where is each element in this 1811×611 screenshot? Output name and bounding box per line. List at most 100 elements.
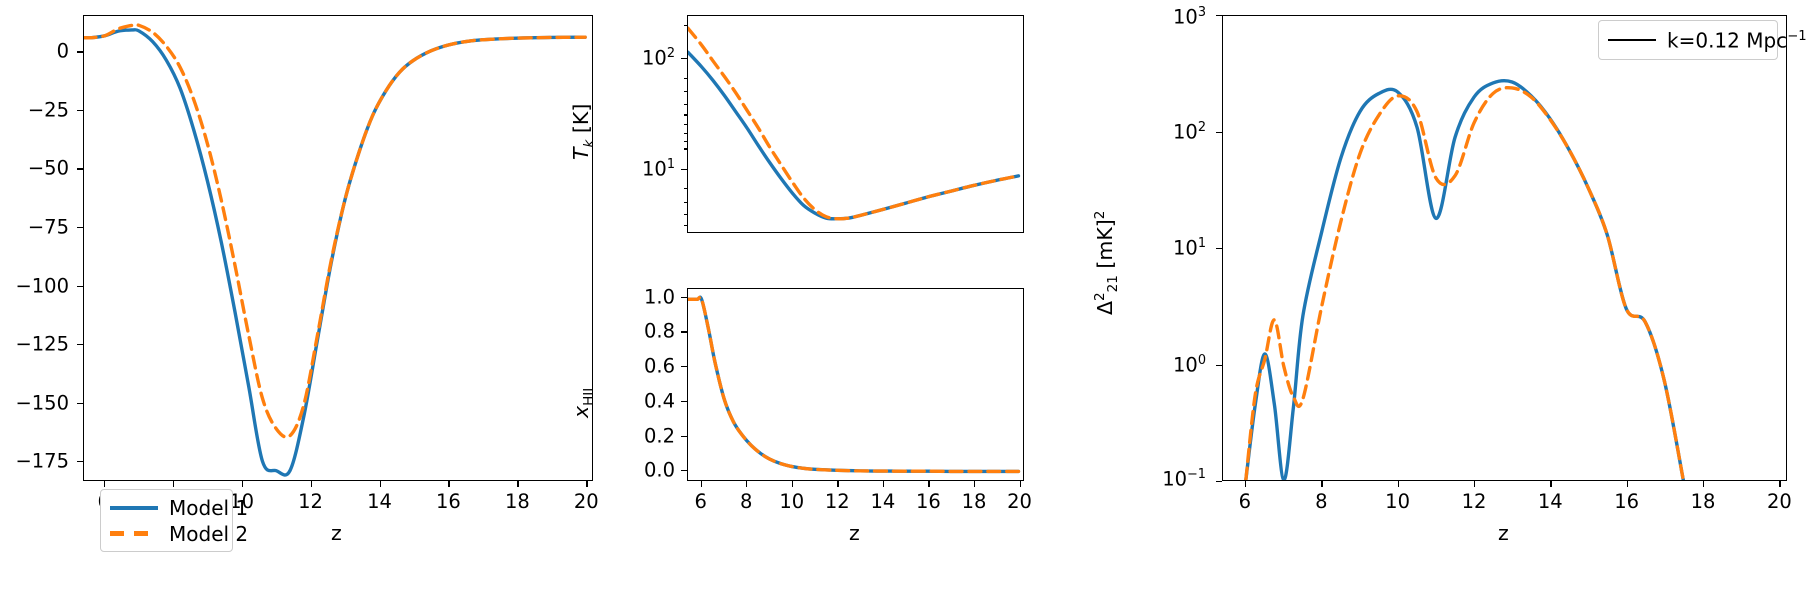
left-xtick-mark bbox=[172, 481, 174, 487]
model-1-line-icon bbox=[110, 505, 158, 510]
left-ytick-label: −175 bbox=[15, 449, 69, 473]
mid-top-ytick-minor bbox=[683, 214, 687, 216]
series-line-model-2 bbox=[84, 22, 587, 439]
legend-item-model-2[interactable]: Model 2 bbox=[110, 522, 248, 545]
left-xtick-label: 20 bbox=[573, 490, 599, 513]
series-line-model-2 bbox=[688, 26, 1021, 221]
right-ytick-mark bbox=[1216, 481, 1222, 483]
mid-top-ytick-exp: 1 bbox=[666, 156, 675, 172]
legend-label-k-value: k=0.12 Mpc−1 bbox=[1667, 30, 1807, 51]
right-ytick-exp: −1 bbox=[1187, 467, 1206, 482]
right-xtick-label: 16 bbox=[1614, 490, 1640, 513]
mid-top-ytick-base: 10 bbox=[641, 157, 667, 181]
left-ytick-mark bbox=[77, 402, 83, 404]
mid-top-panel-ylabel: Tk [K] bbox=[569, 104, 597, 160]
mid-bottom-panel-axes bbox=[687, 288, 1024, 481]
right-ytick-label: 10−1 bbox=[1150, 467, 1206, 489]
mid-bottom-ytick-label: 0.8 bbox=[643, 319, 675, 343]
left-ytick-label: −25 bbox=[27, 98, 69, 122]
legend-item-k-value[interactable]: k=0.12 Mpc−1 bbox=[1608, 27, 1807, 53]
legend-item-model-1[interactable]: Model 1 bbox=[110, 496, 248, 519]
right-xtick-mark bbox=[1550, 481, 1552, 487]
left-xtick-label: 10 bbox=[229, 490, 255, 513]
right-xtick-label: 6 bbox=[1238, 490, 1252, 513]
left-panel-legend[interactable]: Model 1 Model 2 bbox=[100, 489, 248, 552]
left-ytick-label: 0 bbox=[56, 39, 69, 63]
mid-top-ytick-minor bbox=[683, 24, 687, 27]
left-panel-xlabel: z bbox=[331, 521, 342, 545]
mid-top-ytick-minor bbox=[683, 132, 687, 135]
right-ytick-base: 10 bbox=[1172, 353, 1198, 376]
mid-bottom-ytick-mark bbox=[681, 331, 687, 333]
left-ytick-mark bbox=[77, 226, 83, 229]
mid-top-ytick-minor bbox=[683, 140, 687, 143]
mid-bottom-panel-ylabel: xHII bbox=[569, 388, 597, 418]
left-xtick-mark bbox=[448, 481, 450, 487]
mid-top-ytick-minor bbox=[683, 103, 687, 105]
series-line-model-2 bbox=[688, 295, 1021, 474]
k-value-line-icon bbox=[1608, 38, 1656, 42]
mid-top-ytick-base: 10 bbox=[641, 46, 667, 70]
series-line-model-2 bbox=[1244, 85, 1685, 480]
mid-bottom-xtick-label: 16 bbox=[915, 490, 941, 513]
right-ytick-label: 101 bbox=[1150, 236, 1206, 258]
left-ytick-label: −50 bbox=[27, 156, 69, 180]
left-xtick-mark bbox=[310, 481, 312, 487]
right-xtick-mark bbox=[1626, 481, 1628, 487]
mid-bottom-xtick-mark bbox=[746, 481, 748, 487]
right-ytick-label: 102 bbox=[1150, 119, 1206, 143]
right-ytick-base: 10 bbox=[1172, 5, 1198, 29]
left-ytick-mark bbox=[77, 168, 83, 170]
right-panel-legend[interactable]: k=0.12 Mpc−1 bbox=[1598, 20, 1807, 60]
mid-bottom-xtick-label: 14 bbox=[870, 490, 896, 513]
left-xtick-mark bbox=[517, 481, 519, 487]
mid-bottom-xtick-mark bbox=[791, 481, 794, 487]
mid-bottom-ytick-mark bbox=[681, 366, 687, 368]
right-xtick-label: 12 bbox=[1461, 490, 1487, 513]
right-xtick-mark bbox=[1244, 481, 1247, 487]
left-xtick-mark bbox=[586, 481, 588, 487]
mid-bottom-xtick-mark bbox=[1019, 481, 1021, 487]
mid-top-ytick-minor bbox=[683, 148, 687, 150]
left-ytick-mark bbox=[77, 461, 83, 463]
legend-k-text: k=0.12 Mpc bbox=[1667, 28, 1788, 53]
left-panel-axes bbox=[83, 15, 593, 481]
right-ytick-mark bbox=[1216, 131, 1222, 133]
series-line-model-1 bbox=[84, 28, 587, 477]
right-ytick-mark bbox=[1216, 15, 1222, 17]
left-ytick-label: −150 bbox=[15, 390, 69, 414]
right-ytick-mark bbox=[1216, 248, 1222, 250]
right-ytick-exp: 1 bbox=[1197, 236, 1206, 251]
right-xtick-label: 8 bbox=[1315, 490, 1328, 513]
right-panel-axes bbox=[1222, 15, 1787, 481]
right-xtick-mark bbox=[1474, 481, 1476, 487]
mid-bottom-ytick-mark bbox=[681, 470, 687, 472]
mid-top-ytick-exp: 2 bbox=[666, 46, 675, 62]
right-panel-plot-area bbox=[1244, 78, 1685, 480]
left-ytick-label: −100 bbox=[15, 273, 69, 297]
left-xtick-mark bbox=[241, 481, 243, 487]
mid-bottom-ytick-mark bbox=[681, 435, 687, 437]
mid-top-panel-axes bbox=[687, 15, 1024, 233]
right-ytick-base: 10 bbox=[1172, 120, 1198, 143]
mid-bottom-ytick-mark bbox=[681, 296, 687, 298]
left-ytick-label: −125 bbox=[15, 332, 69, 356]
mid-top-ytick-minor bbox=[683, 201, 687, 203]
model-2-line-icon bbox=[110, 531, 158, 536]
left-ytick-mark bbox=[77, 51, 83, 53]
right-panel-xlabel: z bbox=[1498, 521, 1509, 545]
mid-bottom-xtick-mark bbox=[837, 481, 839, 487]
mid-bottom-ytick-label: 0.0 bbox=[643, 458, 675, 482]
right-ylabel-suffix: [mK] bbox=[1092, 219, 1117, 276]
left-ytick-mark bbox=[77, 285, 83, 287]
mid-bottom-panel-plot-area bbox=[688, 295, 1021, 474]
left-panel: 0 −25 −50 −75 −100 −125 −150 −175 6 8 10… bbox=[15, 15, 599, 552]
mid-bottom-xtick-mark bbox=[700, 481, 702, 487]
legend-label-model-2: Model 2 bbox=[169, 521, 249, 546]
left-xtick-mark bbox=[103, 481, 105, 487]
right-ytick-exp: 2 bbox=[1197, 119, 1206, 135]
mid-bottom-ytick-label: 1.0 bbox=[643, 284, 675, 308]
series-line-model-1 bbox=[688, 50, 1021, 221]
legend-k-exponent: −1 bbox=[1787, 28, 1807, 44]
mid-bottom-ytick-label: 0.2 bbox=[643, 423, 675, 447]
